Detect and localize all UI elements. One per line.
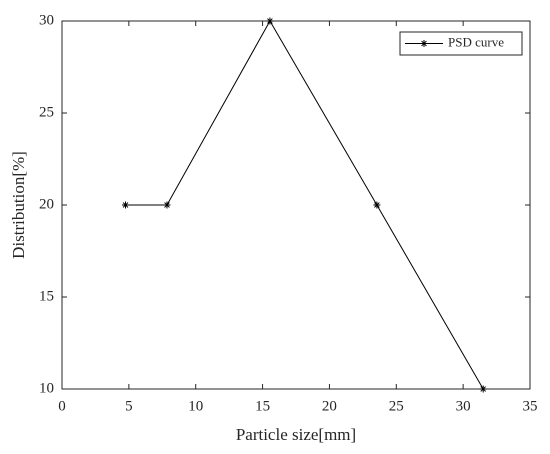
legend-label: PSD curve xyxy=(448,34,504,49)
marker xyxy=(420,40,428,47)
marker xyxy=(479,385,487,393)
y-tick-label: 30 xyxy=(39,12,54,28)
x-tick-label: 30 xyxy=(456,398,471,414)
marker xyxy=(266,17,274,25)
y-tick-label: 20 xyxy=(39,196,54,212)
legend-box xyxy=(399,31,523,56)
x-tick-label: 15 xyxy=(255,398,270,414)
x-tick-label: 20 xyxy=(322,398,337,414)
x-tick-label: 5 xyxy=(125,398,133,414)
x-axis-label: Particle size[mm] xyxy=(236,425,356,444)
x-tick-label: 35 xyxy=(523,398,538,414)
x-tick-label: 0 xyxy=(58,398,66,414)
marker xyxy=(122,201,130,209)
x-tick-label: 10 xyxy=(188,398,203,414)
legend: PSD curve xyxy=(399,31,523,56)
x-tick-label: 25 xyxy=(389,398,404,414)
marker xyxy=(373,201,381,209)
y-axis-label: Distribution[%] xyxy=(9,151,28,259)
y-tick-label: 10 xyxy=(39,380,54,396)
y-tick-label: 25 xyxy=(39,104,54,120)
y-tick-label: 15 xyxy=(39,288,54,304)
marker xyxy=(163,201,171,209)
